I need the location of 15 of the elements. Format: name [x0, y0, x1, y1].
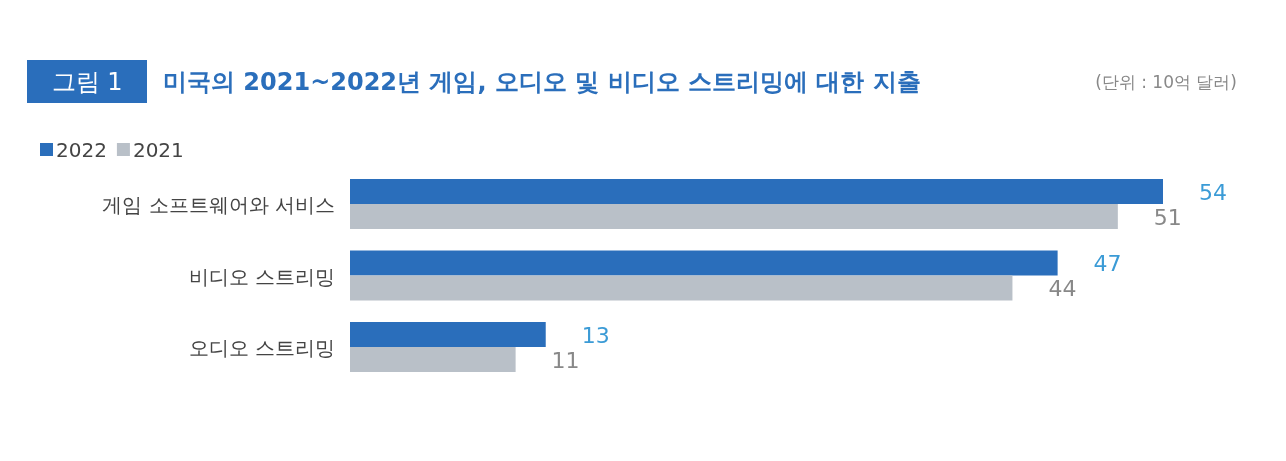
- y-tick-label: 오디오 스트리밍: [188, 336, 335, 360]
- data-label: 51: [1153, 204, 1182, 230]
- data-label: 44: [1048, 276, 1077, 301]
- legend-label: 2021: [132, 138, 184, 162]
- y-tick-label: 비디오 스트리밍: [188, 264, 335, 289]
- caption: 그림 1: [51, 68, 123, 96]
- text: (단위 : 10억 달러): [1095, 72, 1237, 92]
- data-label: 11: [551, 347, 580, 373]
- chart-title: 미국의 2021~2022년 게임, 오디오 및 비디오 스트리밍에 대한 지출: [163, 68, 921, 96]
- y-tick-label: 게임 소프트웨어와 서비스: [102, 193, 335, 217]
- legend-label: 2022: [56, 138, 107, 162]
- data-label: 47: [1093, 251, 1122, 276]
- data-label: 13: [581, 322, 610, 348]
- badge: 그림 1: [27, 60, 147, 103]
- data-label: 54: [1199, 179, 1227, 205]
